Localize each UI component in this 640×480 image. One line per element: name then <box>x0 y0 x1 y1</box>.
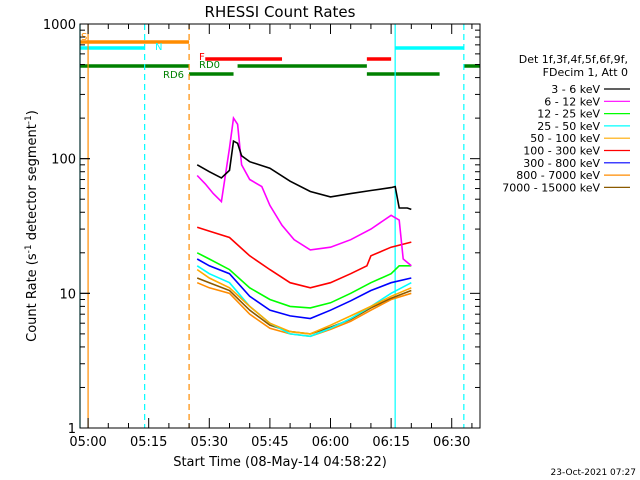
legend-label: 7000 - 15000 keV <box>502 181 600 194</box>
legend-label: 100 - 300 keV <box>523 145 600 158</box>
y-axis-label: Count Rate (s-1 detector segment-1) <box>24 110 40 342</box>
y-axis-label-sup2: -1 <box>24 115 34 124</box>
legend-header-1: Det 1f,3f,4f,5f,6f,9f, <box>519 53 628 66</box>
legend-label: 300 - 800 keV <box>523 157 600 170</box>
series-line <box>196 268 412 335</box>
flag-label-f: F <box>199 52 205 63</box>
event-lines <box>79 24 465 428</box>
legend: Det 1f,3f,4f,5f,6f,9f, FDecim 1, Att 0 3… <box>502 53 630 194</box>
legend-header-2: FDecim 1, Att 0 <box>543 66 628 79</box>
flag-label-rd6: RD6 <box>163 70 184 81</box>
x-tick-label: 05:00 <box>69 435 106 450</box>
y-axis-label-mid: detector segment <box>25 124 40 244</box>
axis-ticks: 1 10 100 1000 05:00 05:15 05:30 05:45 06:00 06:15… <box>43 18 480 450</box>
series-group <box>196 115 412 338</box>
y-tick-label: 100 <box>51 153 76 168</box>
legend-label: 50 - 100 keV <box>530 132 600 145</box>
series-line <box>196 265 412 338</box>
y-tick-label: 1000 <box>43 18 76 33</box>
series-line <box>196 258 412 320</box>
legend-label: 800 - 7000 keV <box>516 169 600 182</box>
series-line <box>196 115 412 267</box>
x-tick-label: 05:30 <box>191 435 228 450</box>
series-line <box>196 252 412 309</box>
flag-label-rd0: RD0 <box>199 60 220 71</box>
series-line <box>196 139 412 211</box>
y-axis-label-pre: Count Rate (s <box>25 253 40 342</box>
x-tick-label: 05:15 <box>130 435 167 450</box>
legend-label: 12 - 25 keV <box>537 108 600 121</box>
y-tick-label: 10 <box>59 287 76 302</box>
flag-label-n: N <box>155 42 162 53</box>
chart-title: RHESSI Count Rates <box>205 3 356 21</box>
legend-label: 3 - 6 keV <box>551 83 600 96</box>
legend-label: 6 - 12 keV <box>544 95 600 108</box>
x-tick-label: 06:15 <box>372 435 409 450</box>
flag-bars: SNFRD0RD6 <box>80 32 480 81</box>
legend-label: 25 - 50 keV <box>537 120 600 133</box>
x-tick-label: 05:45 <box>251 435 288 450</box>
y-axis-label-sup1: -1 <box>24 244 34 253</box>
y-axis-label-post: ) <box>25 110 40 115</box>
x-tick-label: 06:30 <box>433 435 470 450</box>
plot-frame <box>79 23 481 429</box>
render-timestamp: 23-Oct-2021 07:27 <box>551 468 636 478</box>
y-tick-label: 1 <box>68 422 76 437</box>
x-tick-label: 06:00 <box>312 435 349 450</box>
series-line <box>196 226 412 289</box>
x-axis-label: Start Time (08-May-14 04:58:22) <box>173 455 387 470</box>
